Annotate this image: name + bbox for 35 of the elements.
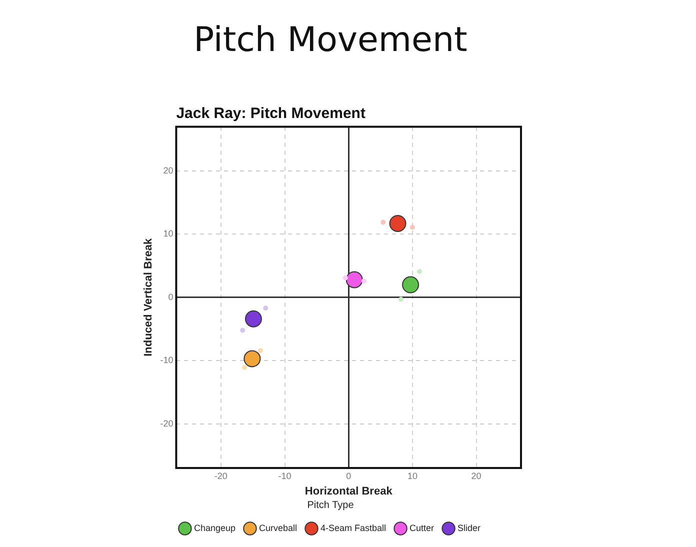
point bbox=[242, 365, 248, 370]
point bbox=[416, 268, 422, 274]
y-tick-label: 10 bbox=[163, 228, 174, 239]
y-axis-title: Induced Vertical Break bbox=[142, 238, 155, 356]
y-tick-label: -20 bbox=[160, 418, 174, 428]
point bbox=[410, 224, 415, 230]
y-tick-label: 20 bbox=[163, 166, 174, 176]
legend-label: Curveball bbox=[258, 522, 298, 533]
point bbox=[342, 275, 348, 280]
point bbox=[258, 348, 263, 353]
y-tick-label: -10 bbox=[160, 355, 174, 366]
legend-label: Cutter bbox=[410, 522, 434, 533]
point bbox=[361, 278, 366, 284]
point bbox=[244, 310, 262, 328]
chart-title: Pitch Movement bbox=[194, 20, 468, 60]
point bbox=[402, 276, 420, 294]
legend-label: 4-Seam Fastball bbox=[320, 522, 386, 533]
point bbox=[263, 306, 268, 311]
y-tick-label: 0 bbox=[168, 292, 174, 302]
point bbox=[244, 350, 261, 368]
chart-subtitle: Jack Ray: Pitch Movement bbox=[176, 104, 366, 122]
point bbox=[240, 328, 246, 333]
x-tick-label: 20 bbox=[471, 470, 482, 481]
point bbox=[346, 271, 363, 288]
point bbox=[389, 214, 406, 232]
x-tick-label: -10 bbox=[278, 470, 292, 481]
x-tick-label: -20 bbox=[214, 470, 228, 481]
legend-label: Slider bbox=[458, 522, 481, 533]
x-tick-label: 0 bbox=[346, 470, 352, 481]
legend-label: Changeup bbox=[194, 522, 236, 533]
legend-title: Pitch Type bbox=[307, 500, 354, 511]
point bbox=[380, 220, 386, 225]
x-tick-label: 10 bbox=[407, 470, 418, 481]
x-axis-title: Horizontal Break bbox=[304, 485, 394, 498]
point bbox=[398, 296, 404, 302]
